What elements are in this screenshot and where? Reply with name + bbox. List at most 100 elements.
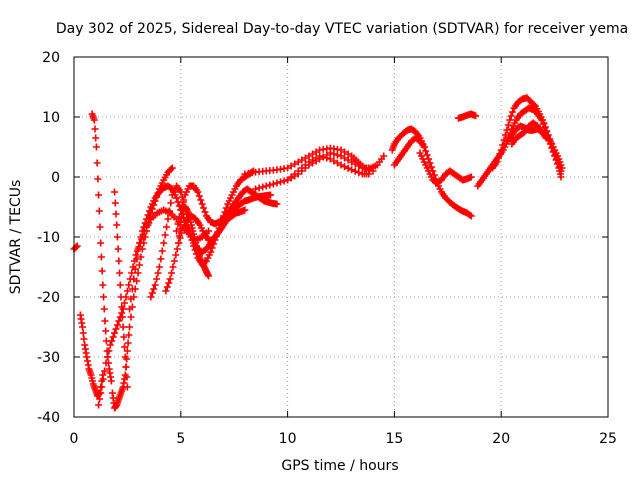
data-point <box>92 134 100 142</box>
data-point <box>365 170 373 178</box>
data-point <box>164 215 172 223</box>
data-point <box>504 137 512 145</box>
data-point <box>145 207 153 215</box>
data-point <box>137 253 145 261</box>
y-tick-label: 20 <box>42 50 60 66</box>
data-point <box>96 395 104 403</box>
data-point <box>157 255 165 263</box>
series-s17 <box>416 149 475 187</box>
data-point <box>506 129 514 137</box>
data-point <box>114 245 122 253</box>
y-tick-label: -10 <box>37 230 60 246</box>
data-point <box>111 329 119 337</box>
data-point <box>548 144 556 152</box>
data-point <box>173 227 181 235</box>
y-tick-label: -30 <box>37 350 60 366</box>
data-point <box>175 232 183 240</box>
axis-ticks: 0 5 10 15 20 25 -40 -30 -20 -10 0 10 20 <box>37 50 617 447</box>
data-point <box>337 161 345 169</box>
data-point <box>294 167 302 175</box>
data-point <box>341 148 349 156</box>
data-point <box>168 269 176 277</box>
data-point <box>291 170 299 178</box>
data-point <box>493 158 501 166</box>
data-point <box>422 147 430 155</box>
data-point <box>147 293 155 301</box>
data-point <box>111 188 119 196</box>
data-point <box>118 303 126 311</box>
data-point <box>309 156 317 164</box>
data-point <box>326 155 334 163</box>
data-point <box>273 200 281 208</box>
data-point <box>126 323 134 331</box>
data-point <box>549 148 557 156</box>
data-point <box>269 180 277 188</box>
data-point <box>241 206 249 214</box>
series-s14 <box>284 152 373 184</box>
data-point <box>125 331 133 339</box>
x-tick-label: 0 <box>70 431 79 447</box>
series-s22 <box>508 119 550 148</box>
data-point <box>144 211 152 219</box>
data-point <box>128 269 136 277</box>
data-point <box>208 244 216 252</box>
data-point <box>121 299 129 307</box>
data-point <box>501 131 509 139</box>
data-point <box>115 257 123 265</box>
data-point <box>266 181 274 189</box>
data-point <box>200 204 208 212</box>
data-point <box>426 159 434 167</box>
data-point <box>309 150 317 158</box>
data-point <box>551 152 559 160</box>
x-tick-label: 10 <box>279 431 297 447</box>
data-point <box>111 199 119 207</box>
data-point <box>121 343 129 351</box>
data-point <box>173 245 181 253</box>
data-point <box>116 269 124 277</box>
data-point <box>165 207 173 215</box>
data-point <box>500 136 508 144</box>
data-point <box>100 293 108 301</box>
data-point <box>113 221 121 229</box>
data-point <box>107 377 115 385</box>
data-point <box>97 389 105 397</box>
data-point <box>162 287 170 295</box>
data-point <box>503 126 511 134</box>
y-tick-label: -40 <box>37 410 60 426</box>
data-point <box>301 161 309 169</box>
x-tick-label: 15 <box>385 431 403 447</box>
data-point <box>173 194 181 202</box>
data-point <box>167 184 175 192</box>
data-point <box>259 183 267 191</box>
data-point <box>341 154 349 162</box>
series-s2 <box>76 311 107 400</box>
data-point <box>95 207 103 215</box>
data-point <box>557 173 565 181</box>
data-point <box>137 233 145 241</box>
data-point <box>134 245 142 253</box>
data-point <box>539 120 547 128</box>
x-tick-label: 25 <box>599 431 617 447</box>
plot-frame <box>73 56 609 418</box>
data-point <box>163 283 171 291</box>
data-point <box>195 192 203 200</box>
data-point <box>112 210 120 218</box>
data-point <box>80 335 88 343</box>
data-point <box>333 151 341 159</box>
data-point <box>153 275 161 283</box>
data-point <box>344 150 352 158</box>
data-point <box>553 160 561 168</box>
data-point <box>380 152 388 160</box>
data-point <box>330 157 338 165</box>
data-point <box>150 285 158 293</box>
data-point <box>538 116 546 124</box>
x-tick-label: 5 <box>176 431 185 447</box>
data-point <box>305 152 313 160</box>
data-point <box>496 150 504 158</box>
data-point <box>287 162 295 170</box>
data-point <box>127 295 135 303</box>
data-point <box>542 134 550 142</box>
data-point <box>172 251 180 259</box>
data-point <box>507 112 515 120</box>
data-point <box>506 116 514 124</box>
